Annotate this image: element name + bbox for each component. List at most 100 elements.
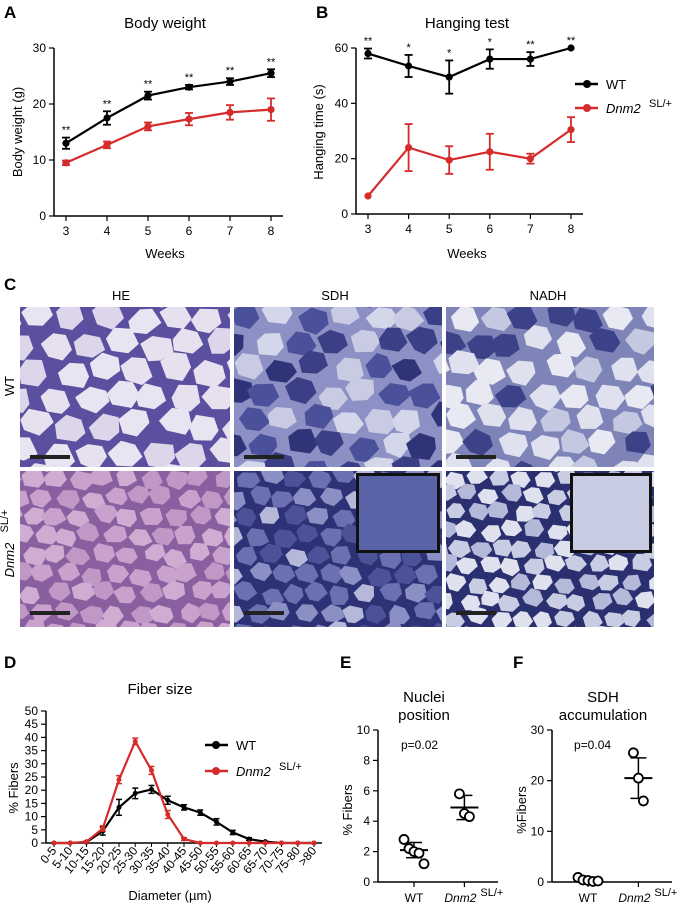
muscle-fiber [510,540,532,559]
muscle-fiber [589,554,610,572]
micro-col-he: HE [112,288,130,303]
muscle-fiber [20,437,38,461]
muscle-fiber [516,505,537,522]
muscle-fiber [391,456,421,467]
chart-e-title-line1: Nuclei [403,689,445,706]
muscle-fiber [234,307,260,329]
muscle-fiber [523,325,553,350]
muscle-fiber [342,605,364,624]
muscle-fiber [624,384,654,410]
muscle-fiber [140,336,174,362]
micro-row-wt: WT [2,376,17,396]
muscle-fiber [56,307,84,330]
muscle-fiber [203,562,225,580]
muscle-fiber [592,593,613,610]
x-tick-label-dnm2-sup: SL/+ [480,887,503,899]
significance-mark: ** [364,36,373,48]
scale-bar [30,455,70,459]
y-tick-label: 10 [531,824,545,838]
muscle-fiber [466,471,488,484]
muscle-fiber [156,565,179,585]
muscle-fiber [498,432,529,458]
muscle-fiber [82,492,106,510]
muscle-fiber [159,307,192,329]
muscle-fiber [295,604,319,622]
muscle-fiber [166,471,188,490]
muscle-fiber [365,353,393,379]
muscle-fiber [128,529,153,546]
significance-mark: ** [526,39,535,51]
muscle-fiber [201,385,230,410]
x-tick-label: 4 [104,224,111,238]
muscle-fiber [284,504,308,526]
muscle-fiber [43,471,49,473]
series-line-dnm2 [65,108,272,164]
chart-a-title: Body weight [124,15,207,32]
data-point [486,55,494,63]
data-point [311,840,317,846]
muscle-fiber [249,562,273,582]
micrograph-wt-sdh [234,307,442,467]
x-tick-label: 8 [268,224,275,238]
muscle-fiber [547,307,576,327]
muscle-fiber [446,593,453,610]
muscle-fiber [315,624,328,627]
significance-mark: * [447,47,452,59]
muscle-fiber [404,583,428,603]
muscle-fiber [73,334,106,358]
x-tick-label: 5 [145,224,152,238]
chart-b-title: Hanging test [425,15,510,32]
muscle-fiber [130,606,155,625]
muscle-fiber [288,428,318,454]
muscle-fiber [435,606,442,623]
muscle-fiber [314,430,344,457]
muscle-fiber [118,408,150,437]
muscle-fiber [510,573,531,591]
muscle-fiber [447,539,471,558]
muscle-fiber [468,578,488,595]
muscle-fiber [173,563,197,583]
muscle-fiber [365,307,372,308]
muscle-fiber [198,602,220,621]
muscle-fiber [576,404,604,429]
muscle-fiber [193,359,226,388]
muscle-fiber [566,594,586,612]
muscle-fiber [306,507,329,525]
muscle-fiber [480,525,502,543]
muscle-fiber [94,504,118,524]
muscle-fiber [389,604,411,625]
muscle-fiber [57,362,90,388]
muscle-fiber [20,408,54,436]
data-point [445,156,453,164]
muscle-fiber [446,484,457,501]
muscle-fiber [367,567,392,588]
muscle-fiber [317,329,348,354]
muscle-fiber [165,509,187,527]
muscle-fiber [649,576,654,590]
muscle-fiber [405,326,438,355]
panel-letter-b: B [316,3,328,22]
muscle-fiber [455,557,478,575]
micrograph-wt-he [20,307,230,467]
data-point [149,786,154,792]
scale-bar [30,611,70,615]
muscle-fiber [20,490,30,508]
muscle-fiber [201,528,224,547]
muscle-fiber [23,507,45,525]
muscle-fiber [500,557,520,577]
muscle-fiber [547,524,568,540]
muscle-fiber [534,472,556,488]
muscle-fiber [260,471,285,484]
data-point [181,804,187,810]
muscle-fiber [63,465,72,467]
muscle-fiber [223,487,230,505]
muscle-fiber [246,528,270,547]
significance-mark: * [488,36,493,48]
muscle-fiber [384,622,402,627]
muscle-fiber [285,548,308,568]
x-tick-label: 3 [63,224,70,238]
muscle-fiber [473,358,506,385]
muscle-fiber [162,548,187,569]
muscle-fiber [115,508,137,528]
series-line-dnm2 [54,738,314,845]
